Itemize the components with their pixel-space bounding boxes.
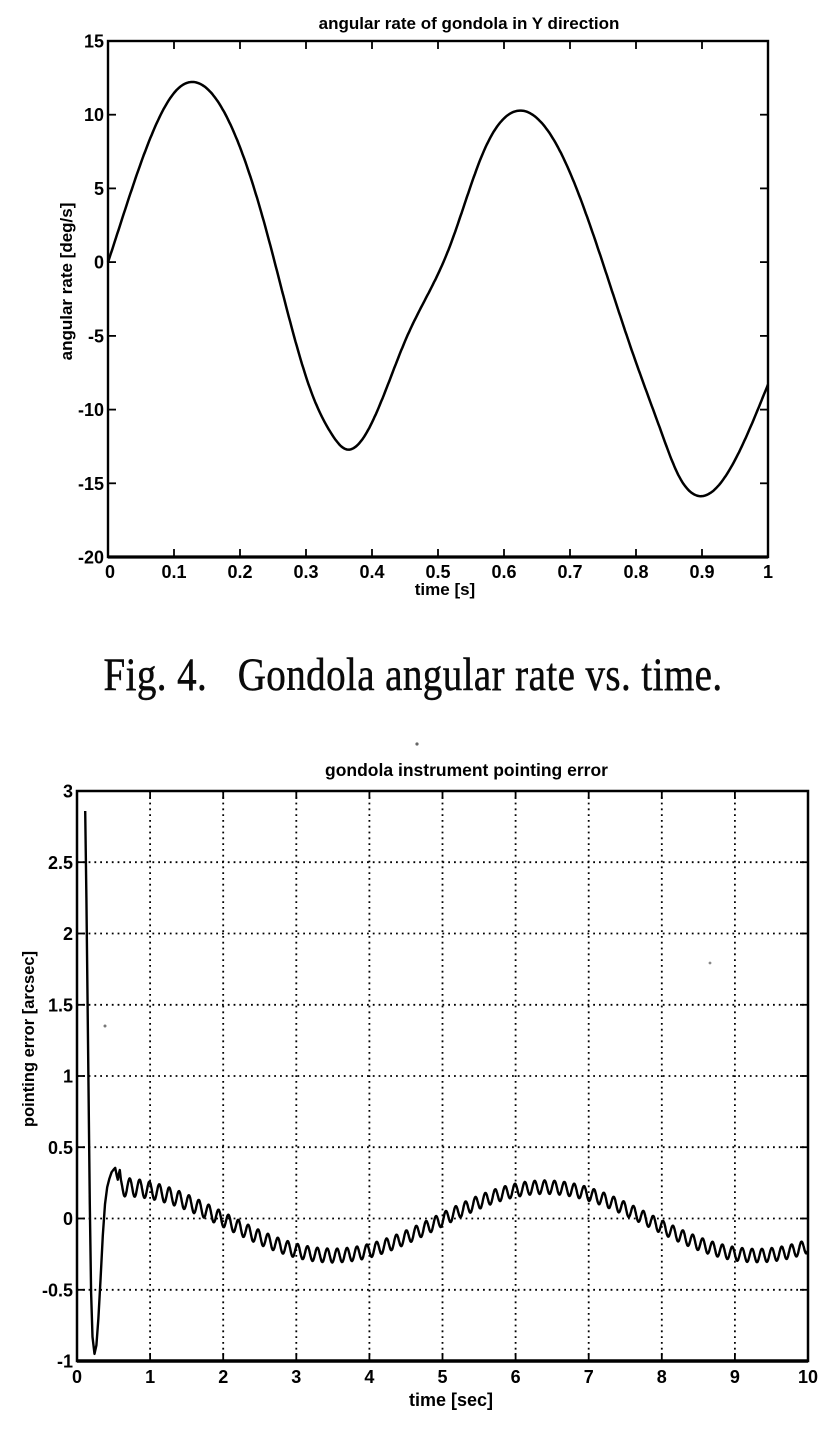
svg-text:0.7: 0.7 [557,562,582,582]
svg-text:2: 2 [218,1367,228,1387]
svg-text:-5: -5 [88,326,104,346]
svg-text:4: 4 [364,1367,374,1387]
svg-text:0: 0 [105,562,115,582]
svg-text:0: 0 [94,253,104,273]
svg-text:1: 1 [145,1367,155,1387]
svg-text:2.5: 2.5 [48,853,73,873]
svg-text:0.6: 0.6 [491,562,516,582]
svg-text:angular rate of gondola in Y d: angular rate of gondola in Y direction [319,14,620,33]
svg-text:time [sec]: time [sec] [409,1390,493,1410]
svg-text:0: 0 [72,1367,82,1387]
svg-text:-15: -15 [78,474,104,494]
svg-text:1: 1 [63,1067,73,1087]
svg-text:10: 10 [84,105,104,125]
svg-text:pointing error [arcsec]: pointing error [arcsec] [20,951,38,1127]
svg-text:15: 15 [84,32,104,52]
svg-text:0.8: 0.8 [623,562,648,582]
svg-text:angular rate [deg/s]: angular rate [deg/s] [57,203,76,361]
svg-text:0.9: 0.9 [689,562,714,582]
svg-text:0.1: 0.1 [161,562,186,582]
svg-text:time [s]: time [s] [415,580,475,599]
svg-text:0.5: 0.5 [48,1138,73,1158]
svg-text:3: 3 [63,782,73,802]
svg-text:0.5: 0.5 [425,562,450,582]
svg-text:5: 5 [437,1367,447,1387]
svg-text:0.4: 0.4 [359,562,384,582]
svg-text:3: 3 [291,1367,301,1387]
svg-text:7: 7 [584,1367,594,1387]
svg-text:-20: -20 [78,548,104,568]
svg-text:0.2: 0.2 [227,562,252,582]
svg-text:8: 8 [657,1367,667,1387]
svg-text:5: 5 [94,179,104,199]
svg-text:2: 2 [63,924,73,944]
svg-text:gondola instrument pointing er: gondola instrument pointing error [325,760,608,780]
svg-text:0.3: 0.3 [293,562,318,582]
svg-text:0: 0 [63,1209,73,1229]
svg-text:-10: -10 [78,400,104,420]
svg-text:10: 10 [798,1367,818,1387]
svg-text:1.5: 1.5 [48,995,73,1015]
svg-text:6: 6 [511,1367,521,1387]
svg-text:-0.5: -0.5 [42,1280,73,1300]
svg-text:-1: -1 [57,1352,73,1372]
svg-text:1: 1 [763,562,773,582]
svg-text:9: 9 [730,1367,740,1387]
